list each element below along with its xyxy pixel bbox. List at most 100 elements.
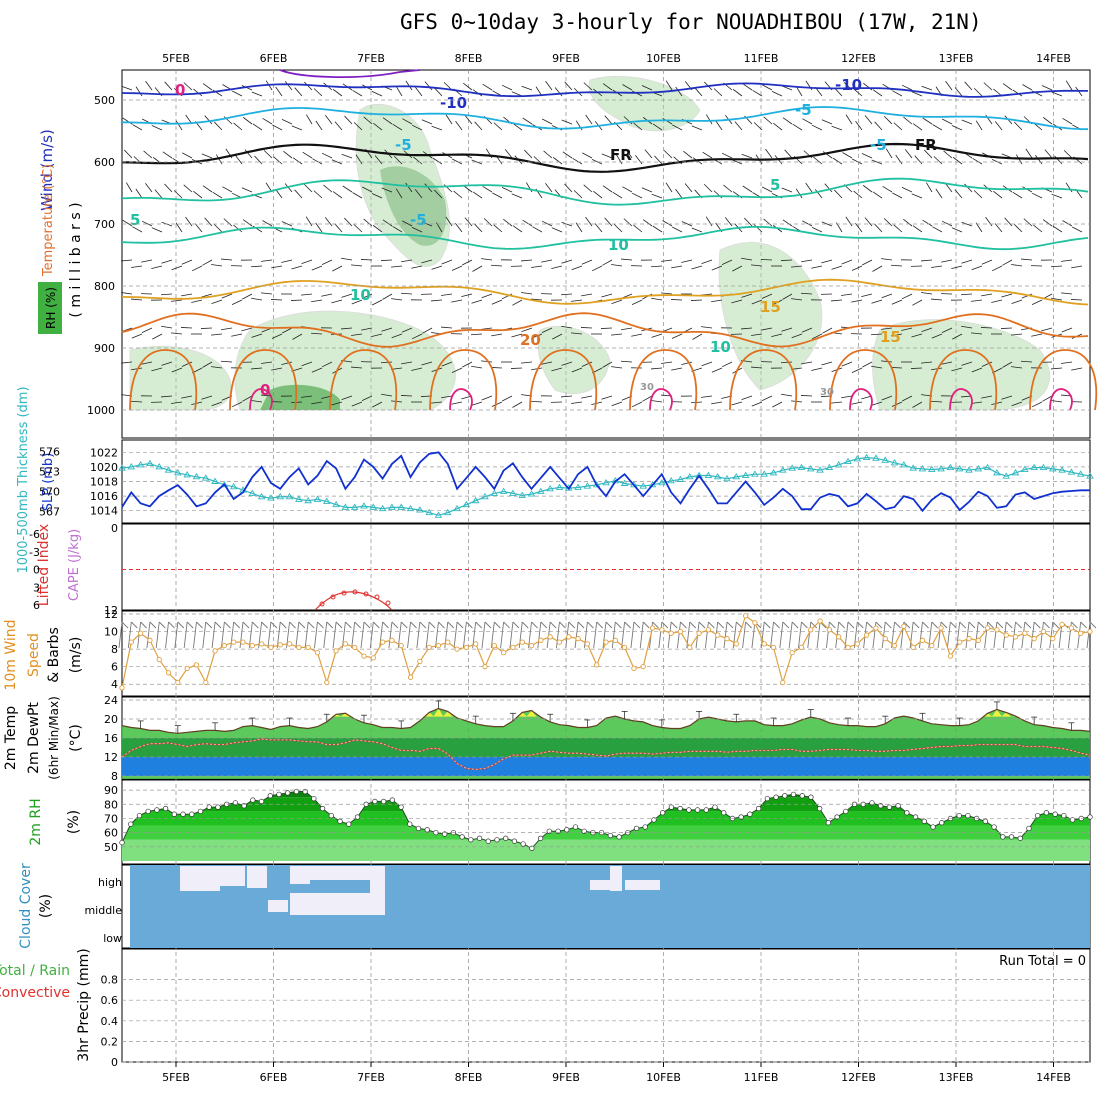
wind10m-barb-flag (614, 621, 622, 629)
cloud-clear-gap (247, 866, 267, 888)
wind10m-point (910, 644, 916, 651)
wind10m-point (119, 685, 125, 691)
rh2m-point (267, 793, 273, 799)
pressure-axis-label: ( m i l l i b a r s ) (68, 202, 84, 317)
upper-wind-barb (1042, 395, 1053, 402)
upper-wind-barb (633, 122, 643, 131)
upper-wind-barb (1012, 89, 1023, 97)
rh2m-point (677, 805, 683, 812)
wind10m-point (333, 648, 339, 654)
upper-wind-barb (281, 361, 293, 366)
rh2m-area (122, 791, 1090, 861)
thickness-point (751, 470, 759, 477)
upper-wind-barb (491, 299, 503, 305)
thickness-point (788, 464, 796, 471)
contour-freezing (121, 142, 1089, 173)
upper-wind-barb (312, 158, 323, 165)
upper-wind-barb (391, 265, 403, 268)
cloud-level-label: low (103, 932, 122, 945)
upper-wind-barb (751, 264, 763, 267)
upper-wind-barb (641, 85, 653, 91)
rh-shading (129, 345, 232, 411)
contour-label: 30 (820, 387, 834, 398)
rh2m-point (616, 834, 622, 840)
wind10m-barb-flag (466, 621, 473, 629)
wind10m-point (184, 665, 190, 672)
upper-wind-barb (560, 293, 573, 296)
wind10m-barb-flag (698, 621, 706, 629)
upper-wind-barb (305, 216, 313, 227)
upper-wind-barb (601, 293, 613, 298)
upper-wind-barb (571, 367, 583, 373)
wind10m-point (798, 644, 805, 651)
upper-wind-barb (304, 81, 313, 91)
rh2m-point (712, 804, 718, 810)
upper-wind-barb (552, 333, 563, 340)
upper-wind-barb (761, 395, 773, 402)
wind10m-point (854, 641, 860, 647)
thickness-point (834, 461, 843, 468)
thickness-point (322, 497, 331, 504)
upper-wind-barb (151, 125, 163, 131)
thickness-point (118, 464, 126, 471)
date-label-bottom: 6FEB (260, 1071, 288, 1084)
upper-wind-barb (131, 265, 143, 268)
wind10m-barb (602, 621, 607, 649)
upper-wind-barb (572, 157, 583, 165)
upper-wind-barb (211, 401, 223, 407)
thickness-point (155, 463, 164, 470)
wind10m-barb-flag (968, 621, 976, 629)
wind10m-point (128, 639, 134, 645)
upper-wind-barb (893, 122, 903, 131)
upper-wind-barb (391, 298, 403, 301)
upper-wind-barb (561, 395, 573, 398)
thickness-point (779, 466, 787, 473)
upper-wind-barb (602, 83, 613, 91)
upper-wind-barb (522, 117, 533, 125)
upper-wind-barb (135, 188, 143, 199)
upper-wind-barb (164, 81, 173, 91)
wind10m-point (966, 635, 972, 642)
rh2m-point (494, 837, 500, 843)
wind10m-point (594, 662, 600, 668)
upper-wind-barb (160, 293, 173, 296)
upper-wind-barb (811, 226, 823, 233)
upper-wind-barb (341, 153, 353, 159)
thickness-point (1067, 468, 1076, 475)
contour-label: FR (915, 136, 937, 154)
thickness-point (704, 471, 713, 478)
wind10m-barb-flag (587, 621, 594, 629)
upper-wind-barb (842, 152, 853, 159)
wind10m-barb (435, 621, 439, 649)
thickness-point (983, 463, 992, 471)
upper-wind-barb (971, 299, 983, 302)
upper-wind-barb (781, 85, 793, 91)
rh2m-point (311, 795, 317, 802)
upper-wind-barb (781, 327, 793, 332)
rh2m-point (372, 798, 378, 805)
upper-wind-barb (261, 361, 273, 364)
upper-wind-barb (401, 327, 413, 333)
wind10m-barb-flag (1080, 621, 1088, 629)
wind10m-barb (909, 621, 914, 649)
temp2m-axis-label-b: 2m DewPt (26, 702, 42, 774)
upper-wind-barb (481, 395, 493, 401)
wind10m-point (975, 637, 981, 643)
upper-wind-barb (481, 293, 493, 299)
thickness-point (257, 492, 266, 500)
thickness-point (769, 468, 778, 476)
upper-wind-barb (654, 155, 663, 165)
upper-wind-barb (562, 151, 573, 159)
upper-wind-barb (901, 293, 913, 300)
upper-wind-barb (531, 298, 543, 301)
upper-wind-barb (372, 299, 383, 306)
upper-wind-barb (961, 119, 973, 125)
upper-wind-barb (631, 333, 643, 337)
wind10m-tick: 6 (111, 661, 118, 674)
wind10m-barb-flag (391, 621, 399, 629)
upper-wind-barb (490, 367, 503, 369)
upper-wind-barb (483, 218, 493, 227)
wind10m-barb-flag (922, 621, 929, 629)
upper-wind-barb (501, 186, 513, 193)
upper-wind-barb (424, 81, 433, 91)
